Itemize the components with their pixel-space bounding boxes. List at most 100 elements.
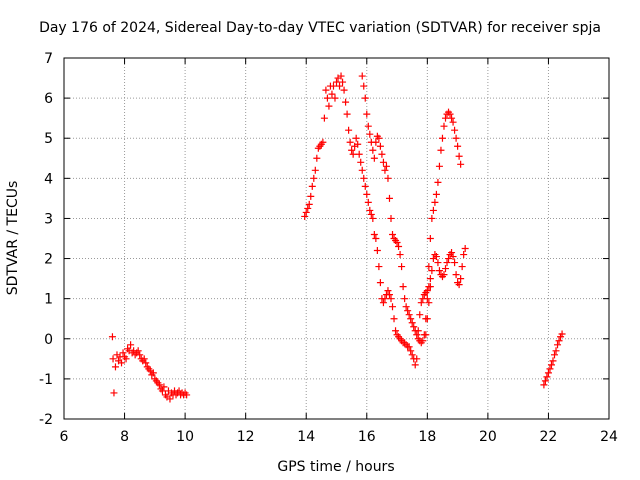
data-point	[443, 259, 451, 267]
data-point	[372, 235, 380, 242]
data-point	[370, 154, 378, 162]
data-point	[381, 295, 389, 303]
data-point	[333, 78, 340, 86]
y-tick-label: 5	[44, 131, 53, 147]
data-point	[554, 341, 562, 349]
data-point	[122, 355, 130, 363]
data-point	[440, 122, 448, 130]
data-point	[385, 194, 393, 202]
data-point	[408, 319, 416, 327]
data-point	[372, 138, 380, 146]
data-point	[429, 206, 437, 214]
y-tick-label: -2	[39, 412, 53, 428]
data-point	[379, 299, 387, 307]
x-tick-label: 12	[237, 429, 255, 445]
series-arc-5	[540, 330, 566, 389]
data-point	[431, 198, 439, 206]
data-point	[311, 166, 319, 174]
data-point	[329, 82, 337, 90]
data-point	[319, 138, 327, 146]
data-point	[127, 341, 135, 349]
data-point	[452, 134, 460, 142]
data-point	[449, 118, 457, 126]
data-point	[551, 351, 558, 359]
data-point	[325, 102, 333, 110]
data-point	[361, 182, 369, 190]
data-point	[320, 114, 328, 122]
data-point	[339, 78, 347, 86]
data-point	[434, 178, 442, 186]
data-point	[555, 337, 563, 345]
data-point	[461, 245, 469, 253]
data-point	[448, 249, 456, 257]
data-point	[390, 315, 398, 323]
data-point	[451, 126, 459, 134]
data-point	[366, 206, 374, 214]
data-point	[108, 333, 116, 341]
data-point	[423, 315, 431, 323]
y-tick-label: 2	[44, 252, 53, 268]
data-point	[413, 355, 421, 363]
data-point	[387, 214, 395, 222]
data-point	[452, 271, 460, 279]
data-point	[118, 359, 126, 367]
data-point	[445, 255, 453, 263]
data-point	[134, 347, 142, 355]
x-tick-label: 20	[479, 429, 497, 445]
y-tick-label: 3	[44, 211, 53, 227]
data-point	[389, 230, 397, 238]
data-point	[392, 327, 400, 335]
data-point	[435, 162, 443, 170]
data-point	[457, 160, 465, 168]
data-point	[416, 311, 424, 319]
data-point	[407, 315, 415, 323]
data-point	[301, 212, 309, 220]
data-point	[331, 94, 339, 102]
data-point	[446, 110, 454, 118]
data-point	[541, 377, 549, 385]
data-point	[149, 369, 157, 377]
data-point	[358, 166, 366, 174]
data-point	[369, 214, 377, 222]
x-tick-label: 24	[600, 429, 618, 445]
y-tick-label: -1	[39, 372, 53, 388]
x-tick-label: 18	[418, 429, 436, 445]
data-point	[376, 142, 384, 150]
data-point	[543, 373, 551, 381]
data-point	[558, 330, 566, 338]
series-arc-3	[358, 72, 465, 347]
data-point	[381, 166, 389, 174]
data-point	[155, 381, 163, 389]
data-point	[455, 281, 463, 289]
data-point	[370, 230, 378, 238]
data-point	[428, 267, 436, 275]
data-points	[108, 72, 566, 403]
data-point	[396, 251, 404, 259]
data-point	[411, 327, 419, 335]
data-point	[434, 259, 442, 267]
data-point	[449, 253, 457, 261]
series-arc-1	[108, 333, 191, 403]
data-point	[360, 82, 368, 90]
data-point	[354, 140, 362, 148]
y-axis-label: SDTVAR / TECUs	[5, 181, 21, 296]
data-point	[425, 263, 433, 271]
x-tick-label: 16	[358, 429, 376, 445]
data-point	[426, 283, 434, 291]
data-point	[432, 190, 440, 198]
data-point	[384, 174, 392, 182]
data-point	[395, 243, 403, 251]
data-point	[366, 130, 374, 138]
data-point	[355, 150, 363, 158]
data-point	[438, 134, 446, 142]
x-tick-label: 6	[60, 429, 69, 445]
data-point	[382, 162, 390, 170]
data-point	[426, 275, 434, 283]
data-point	[549, 357, 557, 365]
data-point	[402, 303, 410, 311]
data-point	[379, 158, 387, 166]
data-point	[323, 94, 331, 102]
data-point	[454, 142, 462, 150]
data-point	[358, 72, 366, 80]
chart-title: Day 176 of 2024, Sidereal Day-to-day VTE…	[39, 20, 601, 36]
